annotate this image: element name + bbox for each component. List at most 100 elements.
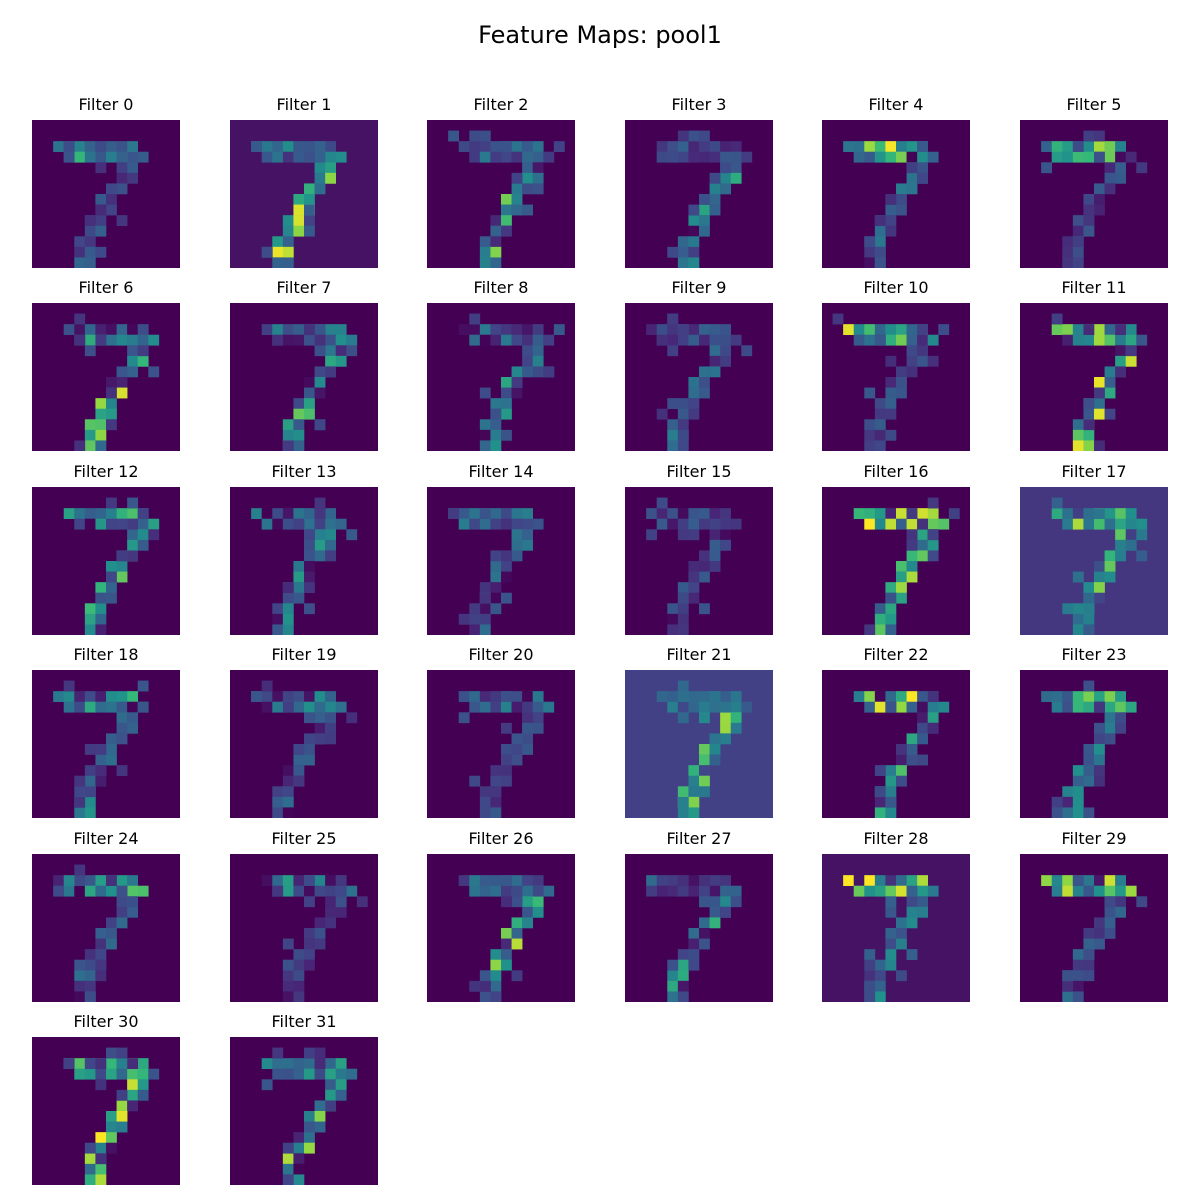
feature-cell xyxy=(906,345,918,357)
feature-cell xyxy=(335,906,347,918)
feature-cell xyxy=(314,324,326,336)
feature-cell xyxy=(699,603,710,615)
feature-cell xyxy=(84,141,96,153)
feature-cell xyxy=(1072,613,1084,625)
feature-cell xyxy=(1041,875,1053,887)
feature-cell xyxy=(1115,172,1127,184)
feature-cell xyxy=(646,508,658,520)
feature-cell xyxy=(677,875,689,887)
feature-cell xyxy=(490,807,502,818)
feature-cell xyxy=(106,592,117,604)
feature-cell xyxy=(469,518,481,530)
feature-cell xyxy=(272,603,284,615)
feature-cell xyxy=(885,906,897,918)
feature-cell xyxy=(95,775,107,787)
feature-cell xyxy=(885,141,897,153)
feature-cell xyxy=(293,1163,305,1175)
feature-cell xyxy=(335,1058,347,1070)
feature-cell xyxy=(479,151,491,163)
feature-cell xyxy=(106,928,117,939)
feature-cell xyxy=(458,518,470,530)
feature-cell xyxy=(656,151,668,163)
feature-cell xyxy=(1083,508,1095,520)
feature-cell xyxy=(885,807,897,818)
feature-cell xyxy=(677,440,689,451)
feature-cell xyxy=(1083,613,1095,625)
feature-cell xyxy=(116,151,128,163)
feature-cell xyxy=(116,387,128,399)
feature-cell xyxy=(688,561,700,572)
feature-cell xyxy=(84,151,96,163)
feature-cell xyxy=(282,518,294,530)
feature-cell xyxy=(1115,366,1127,378)
feature-cell xyxy=(720,324,732,336)
feature-cell xyxy=(95,518,107,530)
feature-cell xyxy=(1094,928,1105,939)
feature-cell xyxy=(885,603,897,615)
feature-cell xyxy=(874,419,886,431)
feature-cell xyxy=(304,701,315,713)
feature-cell xyxy=(699,875,710,887)
feature-cell xyxy=(906,701,918,713)
feature-map-panel xyxy=(230,1037,378,1185)
feature-cell xyxy=(304,377,315,388)
feature-cell xyxy=(95,592,107,604)
feature-cell xyxy=(688,236,700,248)
feature-cell xyxy=(688,215,700,227)
feature-cell xyxy=(699,775,710,787)
feature-cell xyxy=(304,603,315,615)
feature-cell xyxy=(1115,896,1127,908)
feature-cell xyxy=(74,236,86,248)
feature-cell xyxy=(677,680,689,692)
feature-cell xyxy=(885,215,897,227)
feature-cell xyxy=(74,440,86,451)
panel-title: Filter 22 xyxy=(863,645,929,664)
feature-cell xyxy=(458,324,470,336)
feature-cell xyxy=(1072,885,1084,897)
feature-cell xyxy=(709,204,721,216)
feature-cell xyxy=(1104,334,1116,346)
feature-cell xyxy=(469,885,481,897)
feature-cell xyxy=(1125,885,1137,897)
feature-cell xyxy=(1062,324,1074,336)
feature-cell xyxy=(532,141,544,153)
feature-cell xyxy=(272,1058,284,1070)
feature-cell xyxy=(709,561,721,572)
feature-cell xyxy=(667,875,679,887)
feature-cell xyxy=(927,550,939,562)
feature-cell xyxy=(667,518,679,530)
feature-cell xyxy=(293,151,305,163)
feature-cell xyxy=(314,508,326,520)
feature-cell xyxy=(1083,691,1095,703)
feature-cell xyxy=(1104,875,1116,887)
feature-cell xyxy=(532,172,544,184)
feature-cell xyxy=(74,786,86,798)
feature-cell xyxy=(1072,980,1084,992)
feature-cell xyxy=(490,225,502,237)
feature-cell xyxy=(479,257,491,268)
feature-cell xyxy=(63,151,75,163)
feature-cell xyxy=(137,1079,149,1091)
feature-cell xyxy=(927,539,939,551)
feature-cell xyxy=(314,151,326,163)
feature-cell xyxy=(906,896,918,908)
feature-cell xyxy=(917,345,929,357)
feature-cell xyxy=(272,1047,284,1059)
panel-title: Filter 7 xyxy=(276,278,332,297)
feature-cell xyxy=(1062,603,1074,615)
feature-cell xyxy=(688,141,700,153)
feature-cell xyxy=(314,1100,326,1112)
feature-cell xyxy=(885,582,897,594)
feature-cell xyxy=(864,980,876,992)
feature-cell xyxy=(885,334,897,346)
feature-cell xyxy=(479,324,491,336)
feature-cell xyxy=(927,151,939,163)
feature-cell xyxy=(251,141,263,153)
feature-cell xyxy=(335,151,347,163)
feature-cell xyxy=(522,896,534,908)
feature-cell xyxy=(688,582,700,594)
feature-cell xyxy=(501,959,512,971)
feature-cell xyxy=(95,225,107,237)
feature-cell xyxy=(1062,991,1074,1002)
feature-cell xyxy=(730,151,742,163)
